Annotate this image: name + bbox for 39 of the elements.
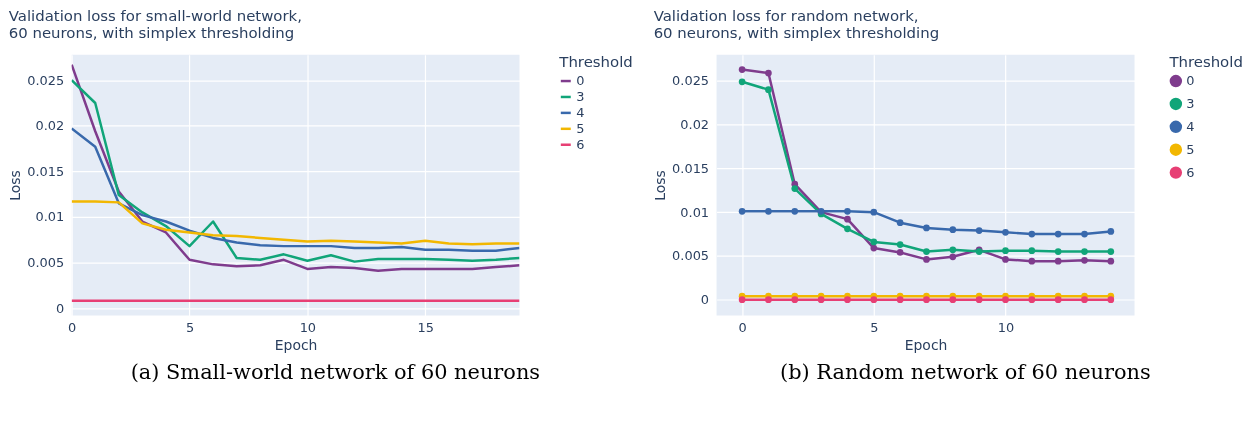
y-tick-label: 0.01 [35, 209, 65, 225]
y-tick-label: 0.01 [680, 204, 710, 220]
legend-label: 0 [1186, 73, 1195, 89]
y-tick-label: 0.02 [35, 118, 65, 134]
chart-title: Validation loss for small-world network, 60 neurons, with simplex thresholding [8, 6, 302, 42]
legend-label: 3 [1186, 95, 1195, 111]
text: (b) Random network of 60 neurons [780, 360, 1151, 385]
legend-label: 5 [576, 120, 585, 136]
y-axis-title: Loss [7, 170, 24, 201]
legend-label: 0 [576, 73, 585, 89]
y-tick-label: 0.015 [672, 160, 710, 176]
y-tick-label: 0.025 [27, 72, 65, 88]
legend-label: 4 [1186, 118, 1195, 134]
y-tick-label: 0 [55, 300, 65, 316]
y-tick-label: 0.005 [672, 248, 710, 264]
text: (a) Small-world network of 60 neurons [130, 360, 541, 385]
y-tick-label: 0.015 [27, 163, 65, 179]
legend-title: Threshold [558, 52, 633, 71]
x-tick-label: 15 [417, 319, 434, 335]
y-tick-label: 0 [700, 292, 710, 308]
y-tick-label: 0.02 [680, 117, 710, 133]
x-tick-label: 0 [68, 319, 77, 335]
legend-label: 6 [1186, 164, 1195, 180]
x-tick-label: 10 [299, 319, 317, 335]
legend-label: 4 [576, 104, 585, 120]
y-axis-title: Loss [652, 170, 669, 201]
x-axis-title: Epoch [904, 336, 948, 353]
legend-label: 6 [576, 136, 585, 152]
legend-label: 3 [576, 88, 585, 104]
chart-title: Validation loss for random network, 60 neurons, with simplex thresholding [653, 6, 940, 42]
x-tick-label: 10 [997, 319, 1015, 335]
y-tick-label: 0.025 [672, 73, 710, 89]
legend-label: 5 [1186, 141, 1195, 157]
y-tick-label: 0.005 [27, 255, 65, 271]
legend-title: Threshold [1168, 52, 1243, 71]
x-tick-label: 5 [870, 319, 879, 335]
x-tick-label: 0 [738, 319, 747, 335]
x-tick-label: 5 [185, 319, 195, 335]
x-axis-title: Epoch [274, 336, 318, 353]
